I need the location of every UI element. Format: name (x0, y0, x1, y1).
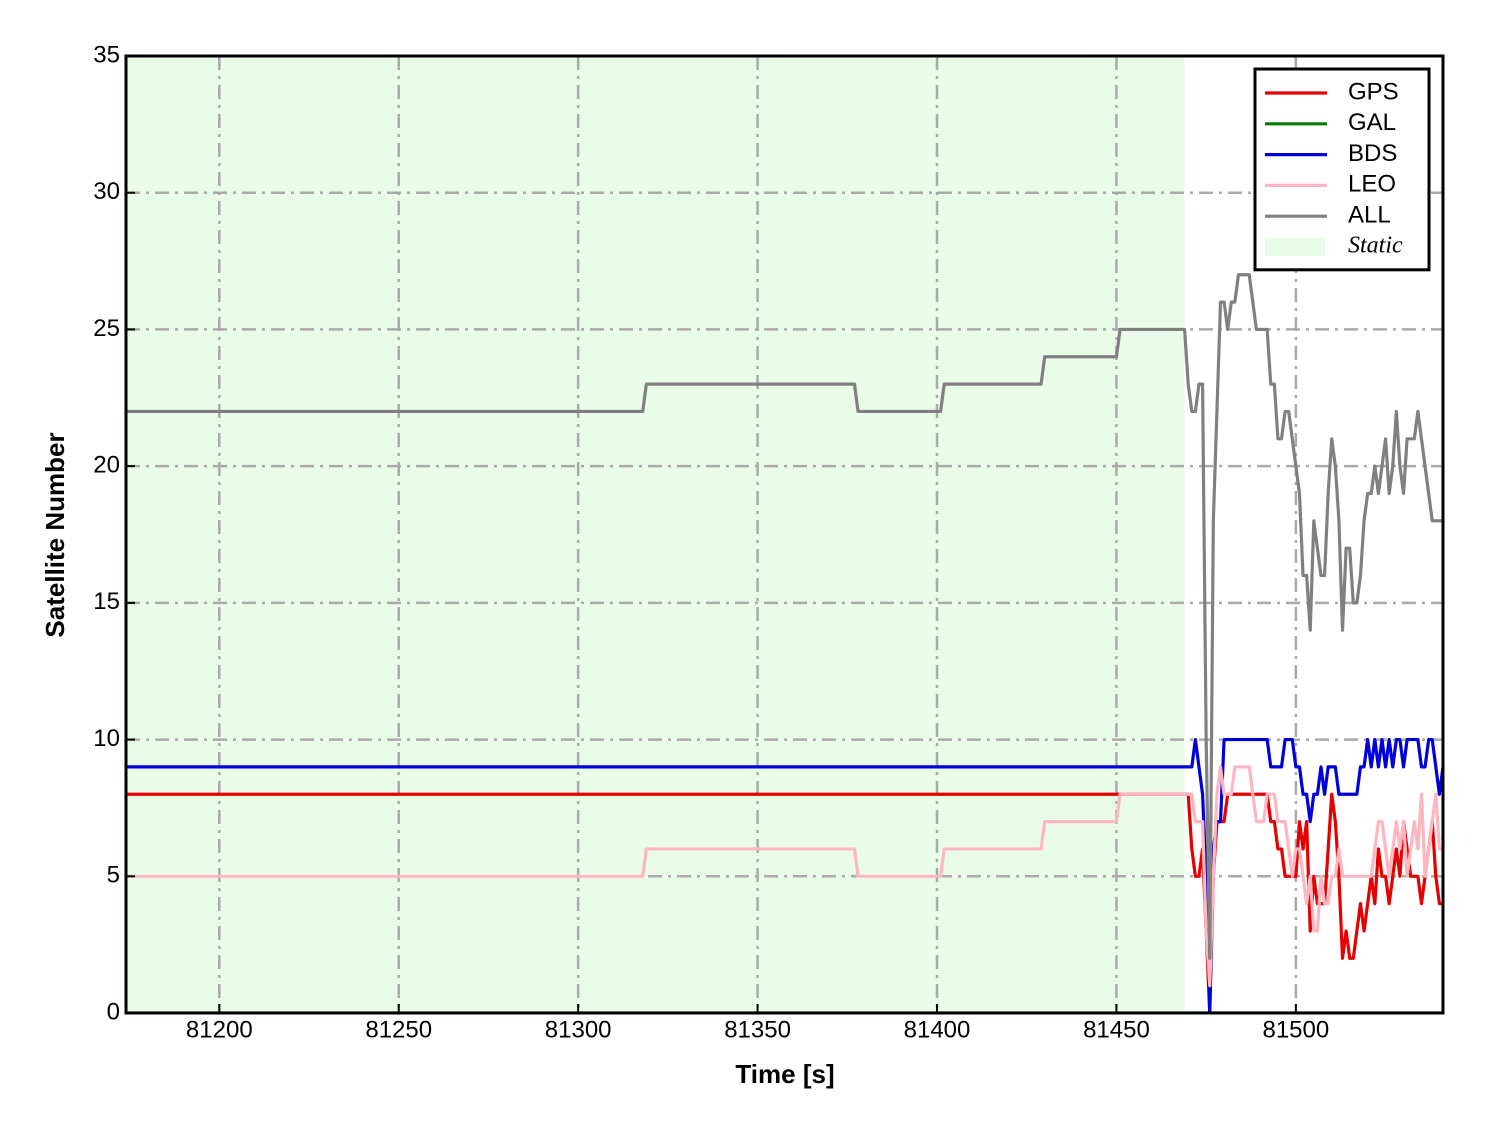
series-line (126, 792, 1443, 1013)
y-tick-label: 0 (107, 998, 120, 1025)
series-line (126, 273, 1443, 960)
y-tick-label: 25 (93, 315, 120, 342)
shade-layer (126, 56, 1185, 1013)
legend: GPS GAL BDS LEO ALL Static (1253, 67, 1431, 272)
plot-frame (124, 54, 1445, 1015)
x-tick-label: 81350 (724, 1016, 791, 1043)
axes-layer: 0 5 10 15 20 25 30 35 81200 81250 81300 81350 81400 8… (93, 41, 1329, 1043)
x-tick-label: 81500 (1262, 1016, 1329, 1043)
y-tick-label: 20 (93, 451, 120, 478)
y-tick-label: 10 (93, 725, 120, 752)
x-tick-label: 81250 (365, 1016, 432, 1043)
x-tick-label: 81450 (1083, 1016, 1150, 1043)
static-span (126, 56, 1185, 1013)
legend-label: GPS (1348, 78, 1399, 105)
legend-label: BDS (1348, 140, 1397, 167)
y-tick-label: 35 (93, 41, 120, 68)
x-tick-label: 81400 (904, 1016, 971, 1043)
lines-layer (126, 273, 1443, 1013)
legend-label: GAL (1348, 109, 1396, 136)
x-tick-label: 81200 (186, 1016, 253, 1043)
legend-label: Static (1348, 233, 1403, 259)
legend-swatch (1265, 238, 1325, 256)
y-tick-label: 15 (93, 588, 120, 615)
x-tick-label: 81300 (545, 1016, 612, 1043)
legend-label: LEO (1348, 171, 1396, 198)
y-tick-label: 30 (93, 178, 120, 205)
y-tick-label: 5 (107, 862, 120, 889)
y-axis-label: Satellite Number (40, 432, 70, 637)
legend-label: ALL (1348, 202, 1391, 229)
legend-frame (1253, 67, 1431, 272)
x-axis-label: Time [s] (735, 1059, 834, 1089)
series-line (126, 765, 1443, 988)
series-line (126, 737, 1443, 1013)
